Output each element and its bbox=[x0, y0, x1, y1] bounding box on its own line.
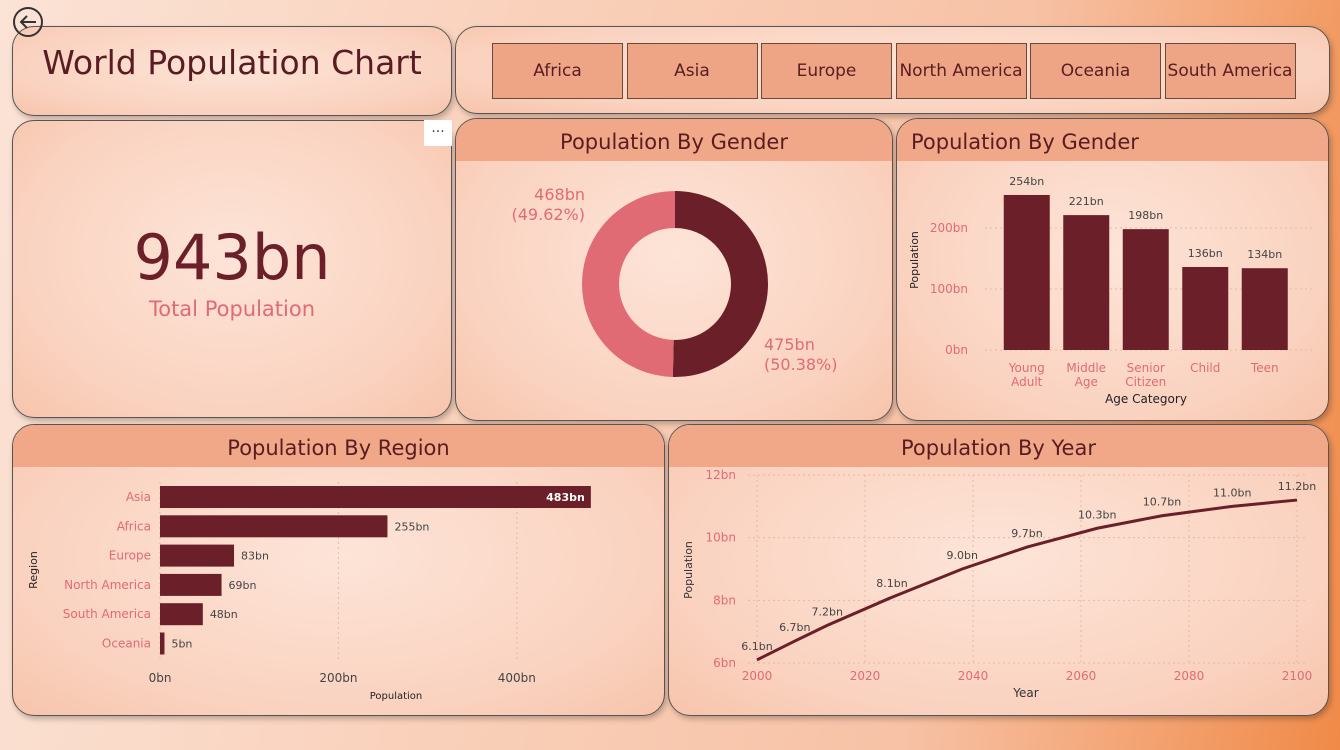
x-axis-title: Population bbox=[370, 691, 423, 702]
x-tick-label-box: Middle Age bbox=[1066, 361, 1107, 390]
title-card: World Population Chart bbox=[12, 26, 452, 116]
bar bbox=[1003, 194, 1050, 350]
line-series bbox=[756, 498, 1298, 662]
slicer-button[interactable]: South America bbox=[1164, 43, 1296, 99]
data-label: 136bn bbox=[1188, 247, 1223, 260]
x-tick-label: 2060 bbox=[1066, 669, 1097, 683]
x-tick-label-box: Child bbox=[1190, 361, 1221, 375]
panel-title: Population By Region bbox=[13, 425, 664, 467]
y-tick-label: 6bn bbox=[713, 656, 736, 670]
x-tick-label: 2080 bbox=[1174, 669, 1205, 683]
x-tick-label: 400bn bbox=[498, 671, 536, 685]
bar bbox=[1182, 266, 1229, 350]
slicer-button[interactable]: Africa bbox=[492, 43, 623, 99]
x-tick-label: 2040 bbox=[958, 669, 989, 683]
x-axis-title: Age Category bbox=[1105, 392, 1187, 406]
data-label: 9.7bn bbox=[1011, 527, 1042, 540]
region-slicer: Africa Asia Europe North America Oceania Sout… bbox=[455, 26, 1330, 114]
x-tick-label: Teen bbox=[1250, 361, 1279, 375]
bar bbox=[160, 573, 222, 596]
panel-title: Population By Year bbox=[669, 425, 1328, 467]
bar bbox=[160, 632, 165, 655]
y-tick-label: 200bn bbox=[930, 221, 968, 235]
data-label: 255bn bbox=[394, 520, 429, 533]
x-tick-label: Senior Citizen bbox=[1125, 361, 1167, 390]
y-axis-title: Population bbox=[682, 541, 695, 599]
x-axis-title: Year bbox=[1012, 686, 1038, 700]
slicer-button[interactable]: Asia bbox=[626, 43, 758, 99]
kpi-label: Total Population bbox=[148, 297, 316, 321]
bar bbox=[1122, 229, 1169, 350]
data-label: 8.1bn bbox=[876, 577, 907, 590]
back-button[interactable] bbox=[13, 7, 43, 37]
y-tick-label: 8bn bbox=[713, 593, 736, 607]
x-tick-label: 0bn bbox=[149, 671, 172, 685]
x-tick-label: 2000 bbox=[742, 669, 773, 683]
x-tick-label: Middle Age bbox=[1066, 361, 1107, 390]
data-label: 83bn bbox=[241, 550, 269, 563]
x-tick-label: Child bbox=[1190, 361, 1221, 375]
y-tick-label: Europe bbox=[109, 549, 151, 563]
data-label: 254bn bbox=[1009, 175, 1044, 188]
x-tick-label: 2020 bbox=[850, 669, 881, 683]
x-tick-label: 200bn bbox=[319, 671, 357, 685]
y-tick-label: North America bbox=[64, 578, 151, 592]
y-tick-label: 100bn bbox=[930, 282, 968, 296]
donut-slice bbox=[581, 191, 675, 377]
year-panel: Population By Year bbox=[668, 424, 1329, 716]
data-label: 9.0bn bbox=[946, 549, 977, 562]
x-tick-label: Young Adult bbox=[1008, 361, 1045, 390]
x-tick-label-box: Senior Citizen bbox=[1125, 361, 1167, 390]
y-axis-title: Region bbox=[27, 551, 40, 589]
data-label: 221bn bbox=[1069, 195, 1104, 208]
region-panel: Population By Region bbox=[12, 424, 665, 716]
data-label: 483bn bbox=[546, 491, 585, 504]
panel-title: Population By Gender bbox=[456, 119, 892, 161]
bar bbox=[160, 486, 591, 508]
y-tick-label: 10bn bbox=[706, 531, 737, 545]
data-label: 6.7bn bbox=[779, 621, 810, 634]
data-label: 475bn bbox=[764, 335, 815, 354]
y-tick-label: Oceania bbox=[102, 637, 151, 651]
x-tick-label: 2100 bbox=[1282, 669, 1313, 683]
data-label: 198bn bbox=[1128, 209, 1163, 222]
bar bbox=[1241, 268, 1288, 350]
bar bbox=[160, 515, 388, 538]
more-options[interactable]: ··· bbox=[424, 120, 452, 146]
percent-label: (50.38%) bbox=[764, 355, 838, 374]
x-tick-label-box: Young Adult bbox=[1008, 361, 1045, 390]
bar bbox=[160, 544, 235, 567]
data-label: 5bn bbox=[171, 638, 192, 651]
data-label: 7.2bn bbox=[811, 605, 842, 618]
slicer-button[interactable]: Oceania bbox=[1030, 43, 1161, 99]
slicer-button[interactable]: North America bbox=[895, 43, 1027, 99]
kpi-card: 943bn Total Population bbox=[12, 120, 452, 418]
data-label: 134bn bbox=[1247, 248, 1282, 261]
donut-slice bbox=[672, 191, 768, 377]
data-label: 6.1bn bbox=[741, 640, 772, 653]
data-label: 48bn bbox=[210, 608, 238, 621]
data-label: 11.2bn bbox=[1278, 480, 1316, 493]
data-label: 11.0bn bbox=[1213, 486, 1251, 499]
y-tick-label: 12bn bbox=[706, 468, 737, 482]
data-label: 10.7bn bbox=[1143, 496, 1181, 509]
data-label: 468bn bbox=[534, 185, 585, 204]
data-label: 10.3bn bbox=[1078, 508, 1116, 521]
panel-title: Population By Gender bbox=[897, 119, 1328, 161]
data-label: 69bn bbox=[229, 579, 257, 592]
percent-label: (49.62%) bbox=[512, 205, 586, 224]
x-tick-label-box: Teen bbox=[1250, 361, 1279, 375]
y-tick-label: Asia bbox=[126, 490, 151, 504]
slicer-button[interactable]: Europe bbox=[761, 43, 892, 99]
kpi-value: 943bn bbox=[133, 221, 331, 294]
dashboard-title: World Population Chart bbox=[42, 43, 422, 82]
bar bbox=[1063, 215, 1110, 350]
y-tick-label: Africa bbox=[117, 519, 151, 533]
y-tick-label: South America bbox=[63, 607, 151, 621]
bar bbox=[160, 603, 203, 626]
y-tick-label: 0bn bbox=[945, 343, 968, 357]
y-axis-title: Population bbox=[908, 231, 921, 289]
